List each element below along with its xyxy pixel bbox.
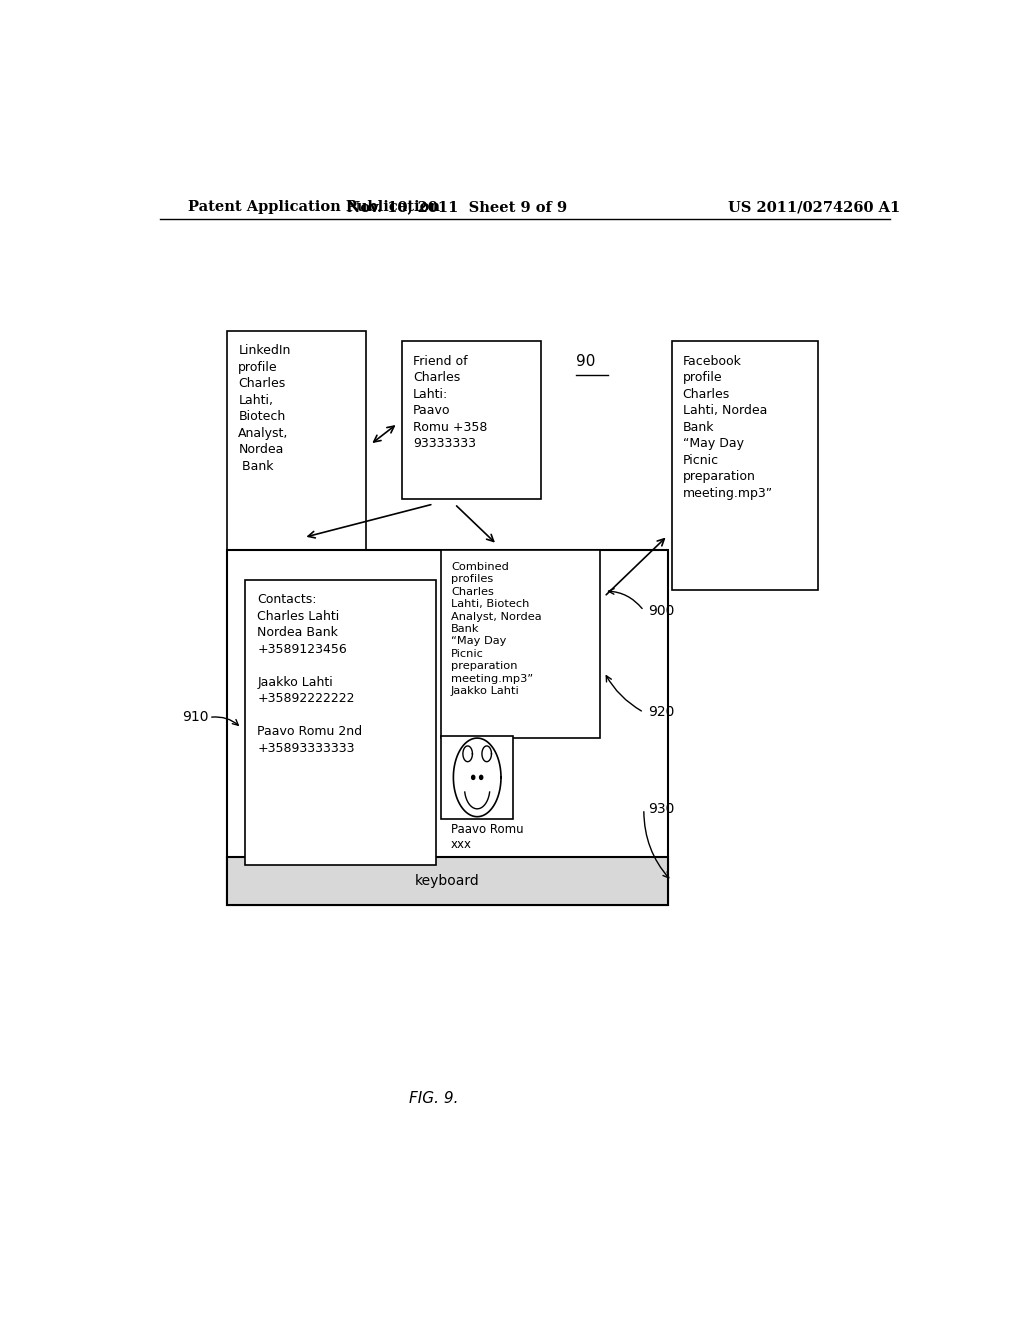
Bar [672, 342, 818, 590]
Text: Contacts:
Charles Lahti
Nordea Bank
+3589123456

Jaakko Lahti
+35892222222

Paav: Contacts: Charles Lahti Nordea Bank +358… [257, 594, 362, 755]
Text: FIG. 9.: FIG. 9. [409, 1092, 459, 1106]
Bar [401, 342, 541, 499]
Text: Facebook
profile
Charles
Lahti, Nordea
Bank
“May Day
Picnic
preparation
meeting.: Facebook profile Charles Lahti, Nordea B… [683, 355, 773, 499]
Bar [441, 549, 600, 738]
Text: LinkedIn
profile
Charles
Lahti,
Biotech
Analyst,
Nordea
 Bank: LinkedIn profile Charles Lahti, Biotech … [239, 345, 291, 473]
Text: 90: 90 [577, 354, 596, 370]
Text: 910: 910 [182, 710, 209, 725]
Text: 900: 900 [648, 603, 674, 618]
Text: Paavo Romu
xxx: Paavo Romu xxx [451, 824, 523, 851]
Text: Friend of
Charles
Lahti:
Paavo
Romu +358
93333333: Friend of Charles Lahti: Paavo Romu +358… [413, 355, 487, 450]
Bar [441, 735, 513, 818]
Text: Nov. 10, 2011  Sheet 9 of 9: Nov. 10, 2011 Sheet 9 of 9 [347, 201, 567, 214]
Circle shape [479, 775, 482, 779]
Text: Combined
profiles
Charles
Lahti, Biotech
Analyst, Nordea
Bank
“May Day
Picnic
pr: Combined profiles Charles Lahti, Biotech… [451, 562, 542, 696]
Bar [227, 549, 668, 906]
Bar [227, 331, 367, 549]
Text: 930: 930 [648, 801, 674, 816]
Text: US 2011/0274260 A1: US 2011/0274260 A1 [728, 201, 900, 214]
Text: Patent Application Publication: Patent Application Publication [187, 201, 439, 214]
Bar [246, 581, 436, 865]
Bar [227, 857, 668, 906]
Text: keyboard: keyboard [415, 874, 480, 888]
Text: 920: 920 [648, 705, 674, 719]
Circle shape [472, 775, 475, 779]
